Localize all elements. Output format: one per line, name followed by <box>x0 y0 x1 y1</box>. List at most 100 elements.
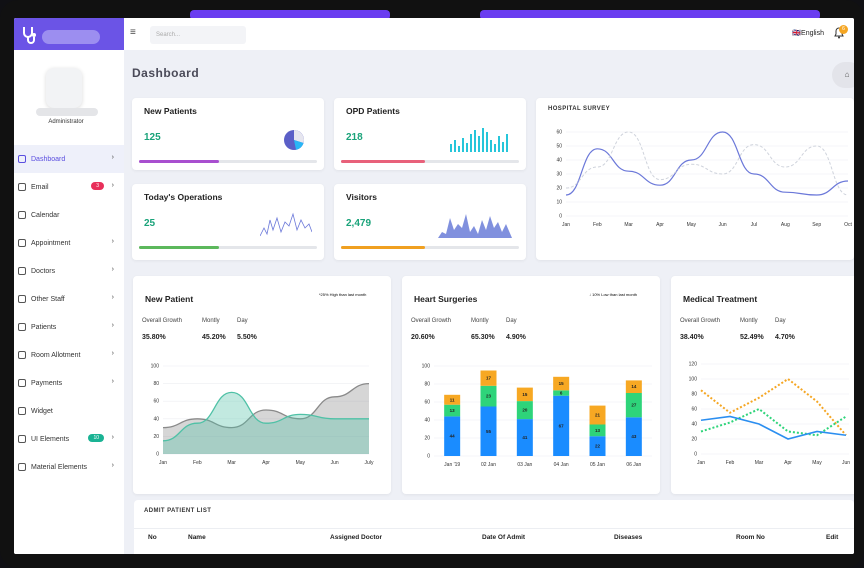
series-line <box>162 391 369 442</box>
stacked-bar-segment <box>553 390 570 396</box>
divider <box>134 528 854 529</box>
y-tick-label: 0 <box>694 452 697 458</box>
progress-bar <box>139 246 317 249</box>
trend-note: *25% High than last month <box>319 292 367 297</box>
chevron-right-icon: › <box>111 238 114 245</box>
column-header[interactable]: Room No <box>736 534 765 541</box>
stat-label: Overall Growth <box>411 318 452 324</box>
stacked-bar-segment <box>480 385 497 407</box>
stat-label: Overall Growth <box>680 318 721 324</box>
language-selector[interactable]: 🇬🇧English <box>792 29 824 37</box>
stat-label: Day <box>506 318 517 324</box>
series-line <box>565 131 849 196</box>
sidebar-item-label: Dashboard <box>31 155 66 163</box>
stacked-bar-segment <box>625 393 642 418</box>
x-tick-label: May <box>687 222 697 228</box>
sidebar-item-widget[interactable]: Widget <box>14 397 124 425</box>
avatar[interactable] <box>46 68 82 108</box>
bar-value-label: 43 <box>631 434 637 439</box>
x-tick-label: Jan <box>562 222 570 228</box>
payments-icon <box>18 379 26 387</box>
sidebar-item-dashboard[interactable]: Dashboard › <box>14 145 124 173</box>
column-header[interactable]: Diseases <box>614 534 643 541</box>
sidebar-item-label: Payments <box>31 379 63 387</box>
frame-accent <box>480 10 820 20</box>
material-elements-icon <box>18 463 26 471</box>
series-line <box>162 382 370 429</box>
notification-badge: 6 <box>839 25 848 34</box>
y-tick-label: 100 <box>151 364 160 370</box>
progress-fill <box>139 160 220 163</box>
sidebar: Administrator Dashboard › Email 3 › Calendar A… <box>14 18 124 554</box>
sidebar-item-room-allotment[interactable]: Room Allotment › <box>14 341 124 369</box>
y-tick-label: 20 <box>556 186 562 192</box>
table-title: ADMIT PATIENT LIST <box>144 508 212 514</box>
y-tick-label: 20 <box>424 436 430 442</box>
y-tick-label: 100 <box>422 364 431 370</box>
heart-surgeries-chart: 0 20 40 60 80 100 Jan '19 02 Jan 03 Jan 04 Jan 05 … <box>422 364 652 468</box>
sidebar-item-label: Doctors <box>31 267 56 275</box>
y-tick-label: 30 <box>556 172 562 178</box>
column-header[interactable]: Assigned Doctor <box>330 534 383 541</box>
stat-value: 5.50% <box>237 334 257 341</box>
chevron-right-icon: › <box>111 266 114 273</box>
column-header[interactable]: Name <box>188 534 206 541</box>
menu-toggle-icon[interactable]: ≡ <box>130 27 136 38</box>
bar-value-label: 44 <box>450 434 456 439</box>
bar-value-label: 41 <box>522 435 528 440</box>
series-line <box>700 415 847 440</box>
sidebar-item-label: Material Elements <box>31 463 88 471</box>
stethoscope-icon[interactable] <box>20 24 42 44</box>
x-tick-label: 05 Jan <box>590 462 605 468</box>
x-tick-label: 02 Jan <box>481 462 496 468</box>
bar-mini-chart <box>450 128 508 152</box>
sidebar-item-appointment[interactable]: Appointment › <box>14 229 124 257</box>
sidebar-item-email[interactable]: Email 3 › <box>14 173 124 201</box>
x-tick-label: 04 Jan <box>554 462 569 468</box>
x-tick-label: Jan '19 <box>444 462 460 468</box>
y-tick-label: 60 <box>556 130 562 136</box>
stacked-bar-segment <box>625 380 642 393</box>
card-value: 2,479 <box>346 218 372 229</box>
sidebar-item-payments[interactable]: Payments › <box>14 369 124 397</box>
panel-title: Medical Treatment <box>683 294 758 304</box>
series-line <box>700 407 847 437</box>
card-title: Visitors <box>346 192 378 202</box>
sidebar-menu: Dashboard › Email 3 › Calendar Appointment › Doc… <box>14 145 124 481</box>
column-header[interactable]: No <box>148 534 157 541</box>
home-icon[interactable]: ⌂ <box>832 62 854 88</box>
card-title: Today's Operations <box>144 192 223 202</box>
medical-treatment-panel: Medical Treatment Overall Growth Montly … <box>671 276 854 494</box>
language-label: English <box>801 30 824 37</box>
hospital-survey-card: HOSPITAL SURVEY 0 10 20 30 40 50 60 Jan Feb Mar Ap… <box>536 98 854 260</box>
stat-card-opd-patients: OPD Patients 218 <box>334 98 526 170</box>
other-staff-icon <box>18 295 26 303</box>
stat-label: Day <box>237 318 248 324</box>
progress-bar <box>341 160 519 163</box>
sidebar-item-material-elements[interactable]: Material Elements › <box>14 453 124 481</box>
bar-value-label: 67 <box>559 423 565 428</box>
column-header[interactable]: Date Of Admit <box>482 534 526 541</box>
sidebar-item-label: Email <box>31 183 49 191</box>
chevron-right-icon: › <box>111 154 114 161</box>
sidebar-item-ui-elements[interactable]: UI Elements 10 › <box>14 425 124 453</box>
y-tick-label: 60 <box>153 399 159 405</box>
card-value: 125 <box>144 132 161 143</box>
heart-surgeries-panel: Heart Surgeries ↓ 10% Low than last mont… <box>402 276 660 494</box>
sidebar-item-patients[interactable]: Patients › <box>14 313 124 341</box>
stacked-bar-segment <box>480 406 497 456</box>
sidebar-item-doctors[interactable]: Doctors › <box>14 257 124 285</box>
sidebar-item-other-staff[interactable]: Other Staff › <box>14 285 124 313</box>
search-input[interactable]: Search... <box>150 26 246 44</box>
progress-fill <box>341 246 425 249</box>
bar-value-label: 15 <box>559 381 565 386</box>
bar-value-label: 23 <box>486 394 492 399</box>
column-header[interactable]: Edit <box>826 534 839 541</box>
sidebar-item-label: Widget <box>31 407 53 415</box>
sidebar-item-calendar[interactable]: Calendar <box>14 201 124 229</box>
y-tick-label: 40 <box>556 158 562 164</box>
stat-value: 4.90% <box>506 334 526 341</box>
bar-value-label: 13 <box>450 408 456 413</box>
card-title: HOSPITAL SURVEY <box>548 106 611 112</box>
logo-bar <box>14 18 124 50</box>
